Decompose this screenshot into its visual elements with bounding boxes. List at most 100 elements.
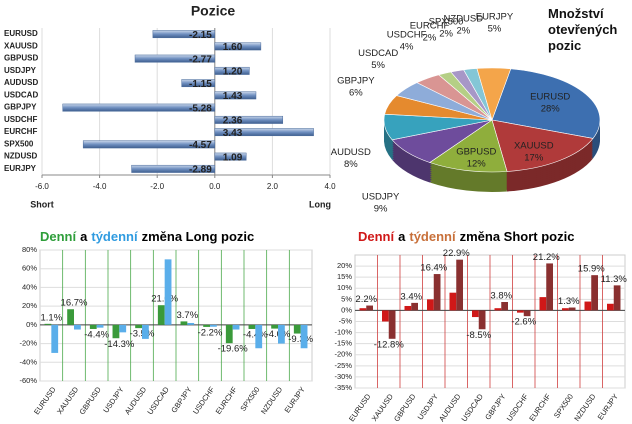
pie-slice (476, 67, 512, 121)
bar (456, 259, 463, 311)
pie-value-label: 5% (488, 24, 502, 35)
x-tick-label: EURUSD (347, 392, 373, 424)
bar (517, 310, 524, 313)
bar (584, 301, 592, 311)
value-label: -19.6% (218, 344, 249, 355)
value-label: 21.2% (533, 252, 560, 263)
y-tick-label: 80% (22, 245, 37, 254)
bar (478, 310, 486, 330)
bar (271, 324, 278, 329)
title-part: Denní (40, 229, 77, 244)
pie-slice (429, 119, 508, 173)
pie-title: Množství otevřených pozic (548, 6, 618, 53)
bar (411, 302, 418, 311)
bar (472, 310, 479, 318)
value-label: 3.4% (400, 291, 422, 302)
y-tick-label: -20% (19, 339, 37, 348)
bar (203, 324, 210, 327)
value-label: 16.4% (420, 263, 447, 274)
y-tick-label: -30% (334, 372, 352, 381)
bar (67, 309, 74, 325)
x-tick-label: 4.0 (324, 182, 336, 191)
pie-label: EURCHF (410, 21, 450, 32)
bar (112, 324, 120, 339)
title-part: a (398, 229, 406, 244)
bar (214, 42, 262, 51)
y-tick-label: 20% (337, 261, 352, 270)
x-tick-label: -4.0 (93, 182, 107, 191)
title-part: změna Short pozic (460, 229, 575, 244)
value-label: 1.43 (223, 91, 243, 102)
pie-value-label: 2% (423, 33, 437, 44)
pie-value-label: 6% (349, 88, 363, 99)
y-tick-label: -25% (334, 361, 352, 370)
bar (142, 324, 149, 339)
bar (433, 274, 441, 311)
y-tick-label: 10% (337, 283, 352, 292)
x-tick-label: USDJPY (101, 385, 125, 414)
bar (89, 324, 97, 329)
bar (210, 324, 217, 327)
bar (539, 297, 547, 311)
x-label-right: Long (309, 199, 331, 209)
pie-label: SPX500 (429, 16, 464, 27)
bar (388, 310, 396, 339)
value-label: -14.3% (104, 339, 135, 350)
x-tick-label: 0.0 (209, 182, 221, 191)
pie-value-label: 8% (344, 159, 358, 170)
bar (562, 308, 569, 311)
value-label: -5.28 (189, 103, 212, 114)
pie-value-label: 2% (456, 25, 470, 36)
title-part: a (80, 229, 88, 244)
x-tick-label: EURJPY (283, 385, 307, 414)
title-part: týdenní (91, 229, 138, 244)
value-label: 3.7% (177, 310, 199, 321)
pie-value-label: 5% (371, 60, 385, 71)
category-label: EURJPY (4, 164, 37, 173)
bar (214, 128, 314, 137)
y-tick-label: -5% (339, 316, 353, 325)
x-tick-label: EURJPY (596, 392, 620, 421)
bar (449, 292, 457, 311)
y-tick-label: -10% (334, 328, 352, 337)
category-label: USDCHF (4, 115, 37, 124)
bar (134, 54, 216, 63)
value-label: -2.6% (511, 317, 536, 328)
bar (214, 115, 284, 124)
y-tick-label: 60% (22, 264, 37, 273)
category-label: NZDUSD (4, 152, 38, 161)
x-tick-label: GBPUSD (77, 385, 103, 417)
category-label: GBPUSD (4, 54, 38, 63)
x-tick-label: USDCAD (459, 392, 485, 424)
bar (214, 152, 247, 161)
bar (180, 321, 188, 325)
bar (293, 324, 301, 334)
bar (359, 308, 367, 311)
pie-slice (491, 68, 601, 139)
title-part: Denní (358, 229, 395, 244)
x-tick-label: EURCHF (214, 385, 240, 416)
value-label: 1.1% (41, 312, 63, 323)
y-tick-label: 15% (337, 272, 352, 281)
bar (300, 324, 308, 349)
bar (366, 305, 373, 311)
category-label: EURUSD (4, 29, 38, 38)
x-tick-label: EURUSD (32, 385, 58, 417)
category-label: EURCHF (4, 127, 37, 136)
value-label: 1.3% (558, 296, 580, 307)
pie-value-label: 4% (400, 42, 414, 53)
y-tick-label: -20% (334, 350, 352, 359)
y-tick-label: -35% (334, 383, 352, 392)
value-label: 11.3% (601, 274, 628, 285)
bar (248, 324, 256, 329)
y-tick-label: 20% (22, 301, 37, 310)
value-label: 16.7% (61, 298, 88, 309)
value-label: 2.2% (355, 294, 377, 305)
category-label: USDCAD (4, 90, 38, 99)
bar (74, 324, 81, 330)
bar (44, 323, 52, 325)
value-label: -4.4% (84, 329, 109, 340)
category-label: XAUUSD (4, 41, 38, 50)
category-label: GBPJPY (4, 103, 37, 112)
